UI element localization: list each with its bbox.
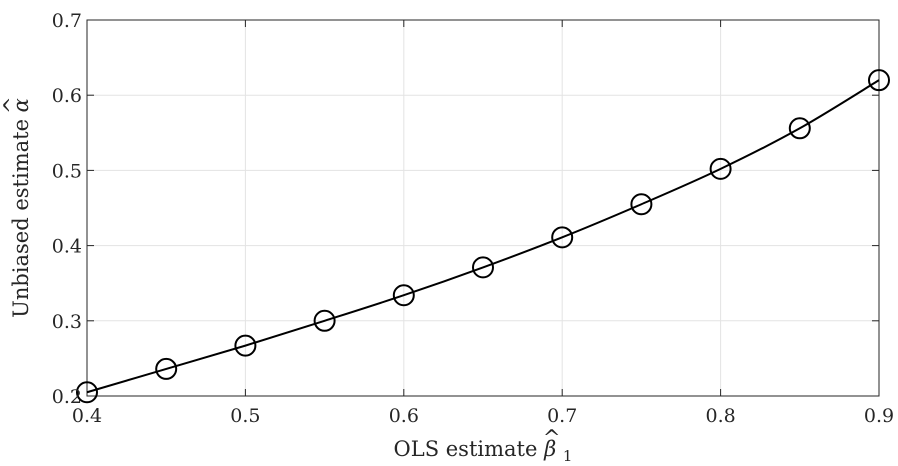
grid [86,19,880,397]
series-line [86,79,880,394]
plot-frame [86,19,880,397]
y-axis-label-symbol: α [9,98,33,112]
data-point-marker [472,256,494,279]
y-tick-label: 0.2 [52,386,82,408]
x-axis-label-subscript: 1 [563,447,573,465]
data-point-marker [155,357,178,380]
data-point-marker [392,284,415,307]
x-axis-label-accent: ^ [543,426,561,450]
x-tick-label: 0.6 [389,405,419,427]
data-point-marker [630,193,653,216]
y-tick-label: 0.6 [52,85,82,107]
data-point-marker [788,117,811,140]
x-tick-label: 0.5 [230,405,260,427]
x-tick-label: 0.8 [705,405,735,427]
x-tick-label: 0.4 [72,405,102,427]
data-point-marker [76,381,98,404]
tick-labels: 0.4 0.5 0.6 0.7 0.8 0.9 0.2 0.3 0.4 0.5 0.6 0.7 [52,10,894,427]
data-point-marker [234,334,257,357]
y-tick-label: 0.4 [52,236,82,258]
data-point-marker [709,157,732,180]
y-tick-label: 0.7 [52,10,82,32]
data-point-marker [551,226,574,249]
x-tick-label: 0.7 [547,405,577,427]
y-axis-label-text: Unbiased estimate [9,112,33,318]
x-axis-label: OLS estimate β 1 [394,437,573,465]
x-axis-label-text: OLS estimate [394,437,545,461]
x-tick-label: 0.9 [864,405,894,427]
data-point-marker [313,309,336,332]
data-point-marker [868,69,890,92]
axis-ticks [86,19,880,397]
y-axis-label-accent: ^ [0,96,24,114]
y-tick-label: 0.5 [52,160,82,182]
y-tick-label: 0.3 [52,311,82,333]
y-axis-label: Unbiased estimate α [9,98,33,318]
x-axis-label-symbol: β [543,437,556,461]
series-layer [76,69,890,404]
